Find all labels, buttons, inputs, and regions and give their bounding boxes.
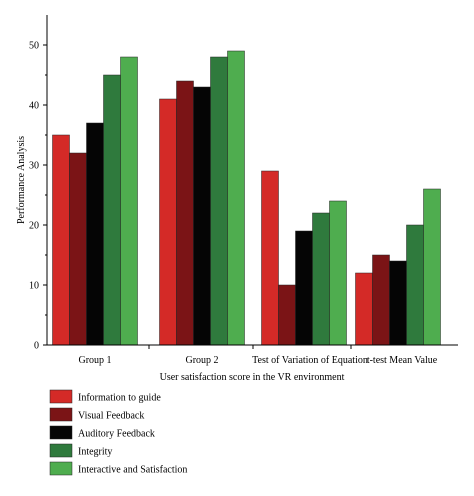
bar-2-1 <box>159 98 177 346</box>
y-axis-title: Performance Analysis <box>16 136 27 224</box>
x-tick-label: Group 2 <box>185 355 218 366</box>
legend-label: Information to guide <box>78 393 161 404</box>
bar-3-1 <box>261 170 279 346</box>
bar-4-3 <box>389 260 407 346</box>
y-tick-label: 40 <box>29 101 39 112</box>
bar-2-5 <box>227 50 245 346</box>
bar-1-3 <box>86 122 104 346</box>
bar-3-2 <box>278 284 296 346</box>
bar-2-3 <box>193 86 211 346</box>
x-tick-label: Test of Variation of Equation <box>252 355 368 366</box>
bar-1-2 <box>69 152 87 346</box>
legend-swatch <box>49 461 73 476</box>
bar-1-4 <box>103 74 121 346</box>
bar-3-3 <box>295 230 313 346</box>
bar-1-5 <box>120 56 138 346</box>
legend-label: Auditory Feedback <box>78 429 155 440</box>
bar-3-4 <box>312 212 330 346</box>
x-ticks-group: Group 1 Group 2 Test of Variation of Equat… <box>78 345 438 366</box>
bars-group <box>52 50 441 346</box>
legend-swatch <box>49 443 73 458</box>
legend-label: Integrity <box>78 447 112 458</box>
legend-swatch <box>49 389 73 404</box>
legend-swatch <box>49 407 73 422</box>
bar-3-5 <box>329 200 347 346</box>
y-tick-label: 20 <box>29 221 39 232</box>
bar-4-4 <box>406 224 424 346</box>
legend-label: Interactive and Satisfaction <box>78 465 187 476</box>
y-tick-label: 0 <box>34 341 39 352</box>
bar-4-1 <box>355 272 373 346</box>
y-tick-label: 50 <box>29 41 39 52</box>
bar-2-4 <box>210 56 228 346</box>
y-tick-label: 30 <box>29 161 39 172</box>
bar-4-2 <box>372 254 390 346</box>
y-ticks-group: 0 10 20 30 40 50 <box>29 41 47 352</box>
y-tick-label: 10 <box>29 281 39 292</box>
bar-1-1 <box>52 134 70 346</box>
x-tick-label: Group 1 <box>78 355 111 366</box>
bar-2-2 <box>176 80 194 346</box>
legend-label: Visual Feedback <box>78 411 144 422</box>
x-axis-title: User satisfaction score in the VR enviro… <box>160 372 345 383</box>
x-tick-label: t-test Mean Value <box>367 355 438 366</box>
bar-4-5 <box>423 188 441 346</box>
legend-swatch <box>49 425 73 440</box>
legend: Information to guide Visual Feedback Audit… <box>49 389 187 476</box>
